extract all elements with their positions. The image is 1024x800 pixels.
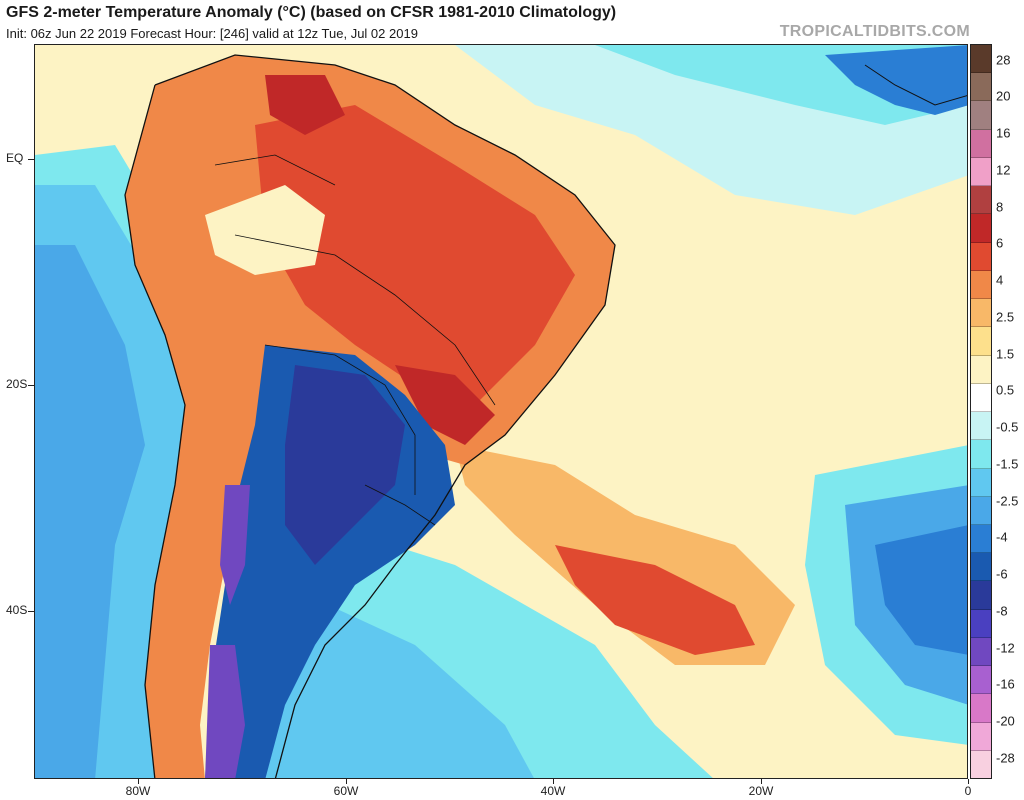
lat-tick-20s — [28, 385, 34, 386]
colorbar-swatch — [971, 553, 991, 582]
africa-cold — [825, 45, 967, 115]
colorbar-label: -2.5 — [996, 493, 1019, 509]
colorbar-swatch — [971, 242, 991, 271]
lon-label-20w: 20W — [748, 784, 774, 798]
colorbar-swatch — [971, 496, 991, 525]
land-very-hot-north — [265, 75, 345, 135]
andes-cold-mid — [220, 485, 250, 605]
colorbar-label: 6 — [996, 235, 1004, 251]
colorbar-swatch — [971, 694, 991, 723]
colorbar-swatch — [971, 412, 991, 441]
lat-tick-40s — [28, 611, 34, 612]
lon-tick-60w — [346, 779, 347, 784]
ocean-colder-west — [35, 245, 145, 778]
coastline-east — [154, 54, 616, 778]
colorbar-label: 2.5 — [996, 309, 1015, 325]
colorbar-swatch — [971, 666, 991, 695]
colorbar-swatch — [971, 637, 991, 667]
border-3 — [214, 154, 336, 186]
lat-label-20s: 20S — [6, 377, 28, 391]
lon-label-80w: 80W — [125, 784, 151, 798]
coastline-west — [124, 84, 186, 778]
border-2 — [264, 344, 416, 495]
colorbar-label: 12 — [996, 162, 1011, 178]
lon-label-0: 0 — [964, 784, 972, 798]
lon-tick-40w — [553, 779, 554, 784]
colorbar-label: -1.5 — [996, 456, 1019, 472]
colorbar-swatch — [971, 214, 991, 243]
colorbar-label: 4 — [996, 272, 1004, 288]
africa-coast — [864, 64, 967, 106]
colorbar-label: 28 — [996, 52, 1011, 68]
land-very-hot — [395, 365, 495, 445]
lon-tick-0 — [968, 779, 969, 784]
lon-label-40w: 40W — [540, 784, 566, 798]
lat-label-eq: EQ — [6, 151, 24, 165]
land-neutral-amazon — [205, 185, 325, 275]
colorbar-swatch — [971, 581, 991, 610]
border-1 — [234, 234, 496, 406]
andes-cold — [205, 645, 245, 778]
colorbar-swatch — [971, 45, 991, 74]
watermark: TROPICALTIDBITS.COM — [779, 23, 970, 40]
colorbar-swatch — [971, 270, 991, 300]
lat-tick-eq — [28, 159, 34, 160]
border-4 — [364, 484, 436, 526]
colorbar-swatch — [971, 722, 991, 751]
colorbar-label: -12 — [996, 640, 1015, 656]
colorbar — [970, 44, 992, 779]
ocean-hot-tongue — [555, 545, 755, 655]
colorbar-swatch — [971, 129, 991, 158]
colorbar-label: 1.5 — [996, 346, 1015, 362]
colorbar-label: -6 — [996, 566, 1008, 582]
colorbar-swatch — [971, 609, 991, 638]
chart-subtitle: Init: 06z Jun 22 2019 Forecast Hour: [24… — [6, 26, 418, 41]
colorbar-label: -8 — [996, 603, 1008, 619]
colorbar-swatch — [971, 157, 991, 187]
colorbar-label: 20 — [996, 88, 1011, 104]
colorbar-label: -4 — [996, 529, 1008, 545]
colorbar-label: 16 — [996, 125, 1011, 141]
colorbar-label: -0.5 — [996, 419, 1019, 435]
colorbar-swatch — [971, 101, 991, 130]
colorbar-swatch — [971, 327, 991, 356]
anomaly-map — [35, 45, 967, 778]
lon-tick-20w — [761, 779, 762, 784]
lon-tick-80w — [138, 779, 139, 784]
colorbar-swatch — [971, 73, 991, 102]
lat-label-40s: 40S — [6, 603, 28, 617]
colorbar-swatch — [971, 299, 991, 328]
ocean-cold-south — [255, 585, 534, 778]
chart-title: GFS 2-meter Temperature Anomaly (°C) (ba… — [6, 4, 617, 21]
ocean-deep-cold-east — [875, 525, 967, 655]
colorbar-label: 8 — [996, 199, 1004, 215]
land-hot — [255, 105, 575, 405]
colorbar-label: 0.5 — [996, 382, 1015, 398]
colorbar-swatch — [971, 355, 991, 384]
colorbar-swatch — [971, 440, 991, 469]
colorbar-label: -16 — [996, 676, 1015, 692]
colorbar-label: -20 — [996, 713, 1015, 729]
land-very-cold — [285, 365, 405, 565]
colorbar-swatch — [971, 383, 991, 413]
lon-label-60w: 60W — [333, 784, 359, 798]
colorbar-swatch — [971, 186, 991, 215]
colorbar-swatch — [971, 524, 991, 554]
map-area — [34, 44, 968, 779]
colorbar-label: -28 — [996, 750, 1015, 766]
colorbar-swatch — [971, 468, 991, 497]
colorbar-swatch — [971, 750, 991, 779]
